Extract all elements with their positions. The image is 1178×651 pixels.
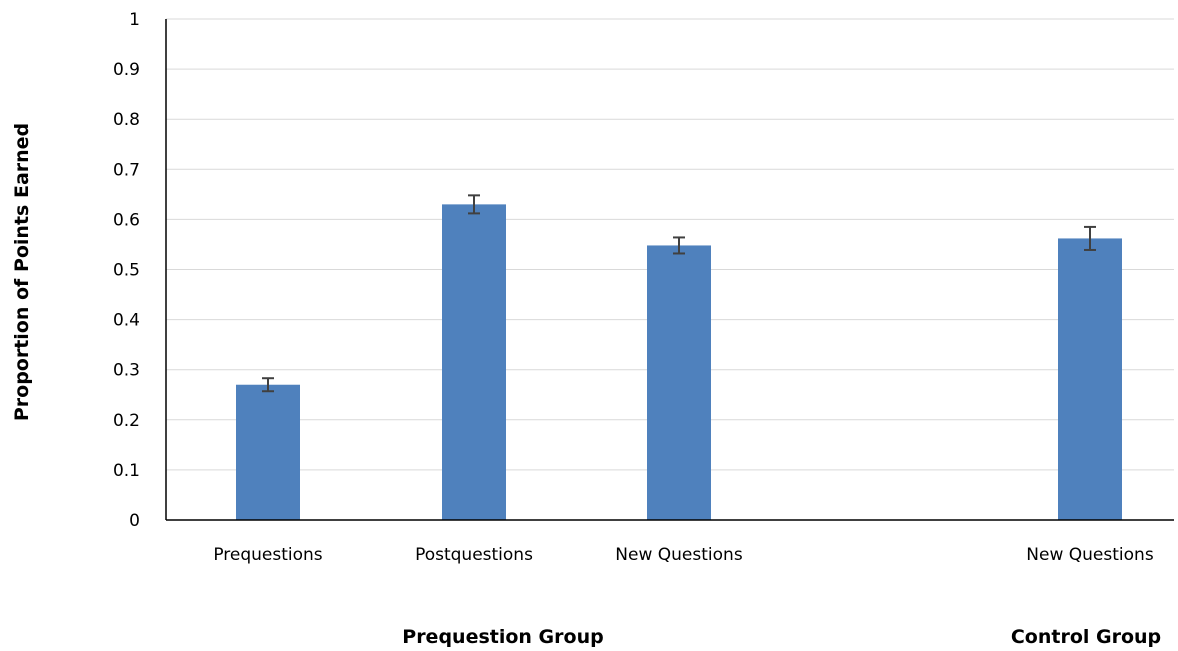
y-tick-label: 0.9 (113, 60, 140, 80)
error-bar (1084, 225, 1096, 251)
x-category-label: Postquestions (415, 545, 533, 565)
error-bar (262, 377, 274, 393)
group-label: Prequestion Group (402, 626, 603, 648)
error-bars (262, 194, 1096, 393)
error-bar (673, 236, 685, 255)
error-bar (468, 194, 480, 215)
y-tick-label: 0.4 (113, 311, 140, 331)
bar (647, 245, 711, 520)
y-tick-labels: 0 0.1 0.2 0.3 0.4 0.5 0.6 0.7 0.8 0.9 1 (113, 10, 140, 531)
bars (236, 204, 1122, 521)
group-labels: Prequestion Group Control Group (402, 626, 1161, 648)
y-tick-label: 1 (129, 10, 140, 30)
bar (1058, 238, 1122, 521)
category-labels: Prequestions Postquestions New Questions Ne… (213, 545, 1153, 565)
y-tick-label: 0.1 (113, 461, 140, 481)
bar (236, 384, 300, 520)
bar (442, 204, 506, 520)
y-tick-label: 0 (129, 511, 140, 531)
y-tick-label: 0.3 (113, 361, 140, 381)
y-tick-label: 0.6 (113, 210, 140, 230)
x-category-label: New Questions (1026, 545, 1154, 565)
y-tick-label: 0.7 (113, 160, 140, 180)
y-tick-label: 0.8 (113, 110, 140, 130)
y-tick-label: 0.2 (113, 411, 140, 431)
x-category-label: New Questions (615, 545, 743, 565)
x-category-label: Prequestions (213, 545, 322, 565)
group-label: Control Group (1011, 626, 1161, 648)
y-axis-title: Proportion of Points Earned (11, 123, 33, 421)
y-tick-label: 0.5 (113, 261, 140, 281)
